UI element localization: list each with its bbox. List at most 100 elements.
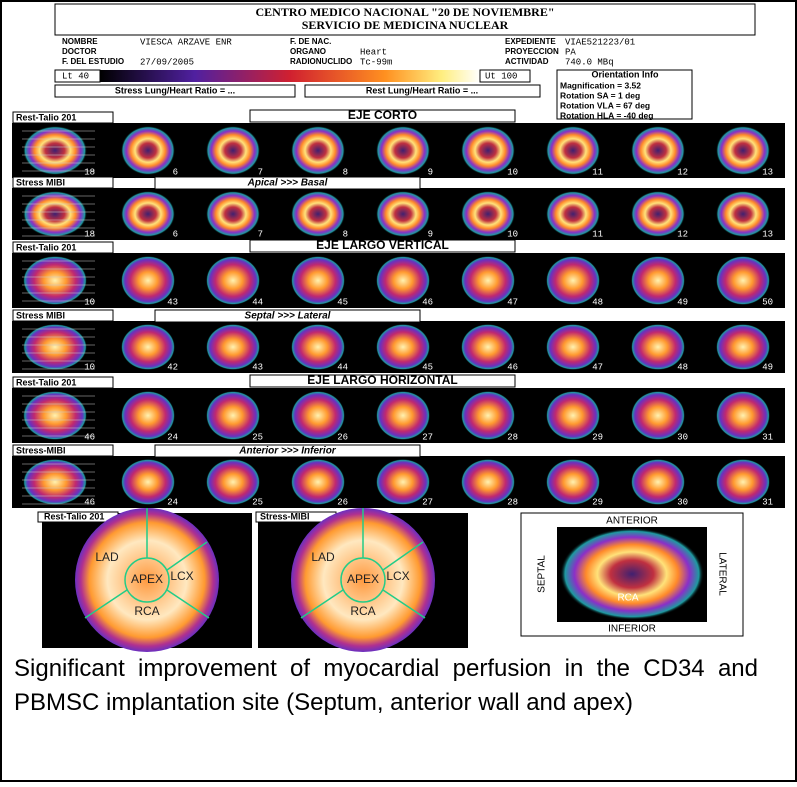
frame-number: 45	[422, 362, 433, 372]
frame-number: 27	[422, 432, 433, 442]
frame-number: 42	[167, 362, 178, 372]
scan-slice	[631, 191, 685, 237]
frame-number: 18	[84, 167, 95, 177]
scan-slice	[206, 256, 260, 305]
region-label: LAD	[95, 550, 119, 564]
frame-number: 7	[258, 229, 263, 239]
scan-slice	[23, 459, 87, 505]
scan-slice	[206, 459, 260, 505]
frame-number: 25	[252, 432, 263, 442]
territory	[84, 508, 210, 619]
frame-number: 48	[677, 362, 688, 372]
scan-slice	[546, 459, 600, 505]
bullseye-label: Stress-MIBI	[260, 511, 310, 521]
polar-top: ANTERIOR	[606, 516, 658, 527]
frame-number: 18	[84, 229, 95, 239]
frame-number: 10	[507, 167, 518, 177]
field-label: ACTIVIDAD	[505, 57, 549, 66]
frame-number: 47	[592, 362, 603, 372]
rest-ratio: Rest Lung/Heart Ratio = ...	[366, 85, 478, 95]
scan-slice	[121, 391, 175, 440]
scan-slice	[291, 324, 345, 370]
frame-number: 24	[167, 497, 178, 507]
region-label: APEX	[347, 572, 379, 586]
row-heading: EJE LARGO VERTICAL	[316, 238, 449, 252]
field-value: 27/09/2005	[140, 57, 194, 67]
scan-slice	[121, 324, 175, 370]
row-label: Stress-MIBI	[16, 445, 66, 455]
stress-ratio: Stress Lung/Heart Ratio = ...	[115, 85, 235, 95]
scan-slice	[546, 256, 600, 305]
scan-slice	[461, 391, 515, 440]
scan-slice	[291, 126, 345, 175]
scan-slice	[376, 391, 430, 440]
scan-slice	[291, 459, 345, 505]
scan-slice	[716, 256, 770, 305]
row-heading: EJE CORTO	[348, 108, 417, 122]
scan-slice	[631, 391, 685, 440]
frame-number: 49	[677, 297, 688, 307]
content: CENTRO MEDICO NACIONAL "20 DE NOVIEMBRE"…	[12, 3, 785, 652]
scan-slice	[376, 191, 430, 237]
orientation-title: Orientation Info	[592, 69, 659, 79]
field-label: ORGANO	[290, 47, 326, 56]
polar-region: RCA	[617, 593, 638, 604]
polar-left: SEPTAL	[537, 555, 548, 593]
frame-number: 6	[173, 229, 178, 239]
box	[12, 444, 114, 457]
scan-slice	[376, 324, 430, 370]
frame-number: 44	[337, 362, 348, 372]
scan-slice	[291, 256, 345, 305]
region-label: RCA	[350, 604, 375, 618]
title: CENTRO MEDICO NACIONAL "20 DE NOVIEMBRE"	[255, 5, 554, 19]
scan-slice	[546, 126, 600, 175]
frame-number: 30	[677, 432, 688, 442]
orientation-line: Rotation SA = 1 deg	[560, 90, 640, 100]
orientation-line: Rotation VLA = 67 deg	[560, 100, 650, 110]
box	[249, 109, 516, 123]
field-label: DOCTOR	[62, 47, 97, 56]
orientation-line: Magnification = 3.52	[560, 80, 641, 90]
field-label: F. DEL ESTUDIO	[62, 57, 124, 66]
box	[249, 374, 516, 388]
frame-number: 44	[252, 297, 263, 307]
scan-slice	[461, 324, 515, 370]
frame-number: 46	[84, 432, 95, 442]
box	[12, 241, 114, 254]
frame-number: 24	[167, 432, 178, 442]
box	[556, 69, 693, 120]
box	[154, 444, 421, 458]
field-value: PA	[565, 47, 576, 57]
frame-number: 25	[252, 497, 263, 507]
scan-slice	[206, 391, 260, 440]
frame-number: 43	[167, 297, 178, 307]
frame-number: 9	[428, 167, 433, 177]
scan-slice	[291, 391, 345, 440]
field-value: 740.0 MBq	[565, 57, 614, 67]
field-label: RADIONUCLIDO	[290, 57, 352, 66]
scan-slice	[461, 459, 515, 505]
scan-slice	[716, 191, 770, 237]
lower-threshold: Lt 40	[62, 71, 89, 81]
scan-slice	[206, 324, 260, 370]
frame-number: 12	[677, 167, 688, 177]
row-label: Stress MIBI	[16, 310, 65, 320]
frame-number: 31	[762, 432, 773, 442]
region-label: RCA	[134, 604, 159, 618]
box	[12, 176, 114, 189]
scan-slice	[23, 191, 87, 237]
frame-number: 26	[337, 497, 348, 507]
field-label: EXPEDIENTE	[505, 37, 556, 46]
orientation-line: Rotation HLA = -40 deg	[560, 110, 653, 120]
scan-slice	[546, 191, 600, 237]
scan-slice	[631, 459, 685, 505]
frame-number: 10	[507, 229, 518, 239]
bullseye-label: Rest-Talio 201	[44, 511, 104, 521]
polar-right: LATERAL	[716, 552, 727, 596]
subtitle: SERVICIO DE MEDICINA NUCLEAR	[302, 18, 509, 32]
box	[12, 309, 114, 322]
frame-number: 7	[258, 167, 263, 177]
frame-number: 29	[592, 432, 603, 442]
field-value: VIAE521223/01	[565, 37, 635, 47]
